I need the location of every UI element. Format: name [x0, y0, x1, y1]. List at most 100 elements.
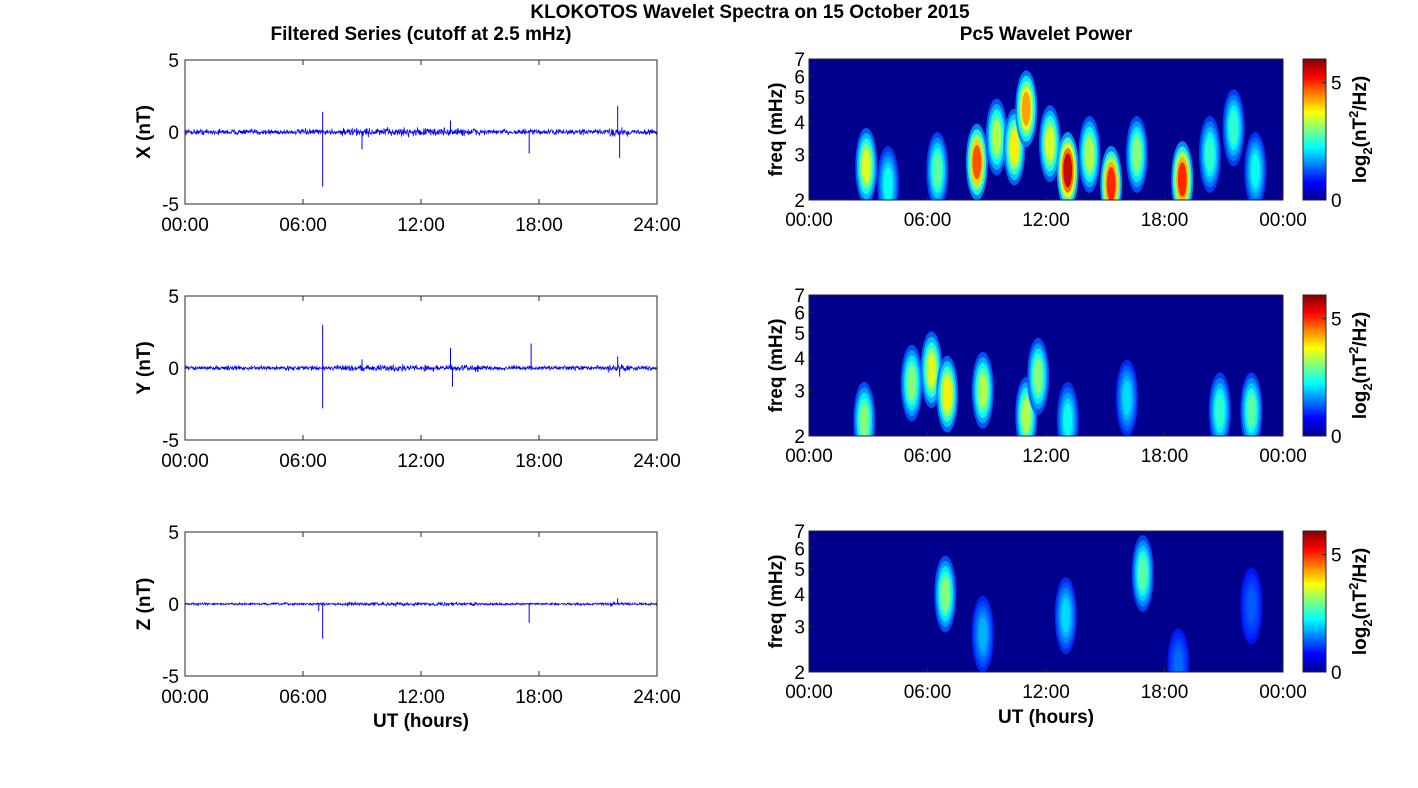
series-trace	[184, 126, 658, 139]
power-blob-14	[1205, 137, 1215, 172]
power-blob-5	[1173, 649, 1183, 672]
power-blob-1	[861, 149, 871, 184]
x-tick-label: 18:00	[1141, 682, 1189, 703]
x-tick-label: 06:00	[279, 215, 327, 236]
power-blob-2	[978, 617, 988, 652]
x-axis-label: UT (hours)	[373, 711, 469, 732]
y-axis-label: freq (mHz)	[766, 555, 787, 649]
y-tick-label: 4	[794, 349, 805, 370]
colorbar-label-part: 2	[1346, 111, 1361, 118]
colorbar-label-part: /Hz)	[1350, 312, 1371, 347]
y-tick-label: 2	[794, 427, 805, 448]
left-column-title: Filtered Series (cutoff at 2.5 mHz)	[271, 24, 572, 45]
power-blob-6	[1021, 398, 1031, 433]
y-tick-label: 0	[168, 123, 179, 144]
colorbar-label-part: log	[1350, 627, 1371, 656]
series-trace	[184, 601, 658, 608]
x-tick-label: 06:00	[904, 210, 952, 231]
y-tick-label: 7	[794, 522, 805, 543]
power-blob-1	[940, 576, 950, 612]
colorbar-tick-label: 0	[1331, 663, 1342, 684]
power-blob-5	[992, 119, 1002, 155]
y-tick-label: 7	[794, 50, 805, 71]
x-tick-label: 12:00	[1022, 682, 1070, 703]
y-tick-label: -5	[162, 667, 179, 688]
y-tick-label: 3	[794, 381, 805, 402]
y-tick-label: 2	[794, 663, 805, 684]
power-blob-8	[1063, 403, 1073, 436]
power-blob-2	[883, 167, 893, 200]
y-tick-label: 6	[794, 303, 805, 324]
colorbar-label-part: 2	[1360, 383, 1375, 390]
power-blob-10	[1085, 137, 1094, 172]
y-tick-label: 7	[794, 286, 805, 307]
x-tick-label: 06:00	[904, 682, 952, 703]
y-tick-label: 3	[794, 145, 805, 166]
x-tick-label: 12:00	[397, 451, 445, 472]
x-tick-label: 18:00	[515, 687, 563, 708]
colorbar-tick-label: 0	[1331, 427, 1342, 448]
y-tick-label: -5	[162, 431, 179, 452]
colorbar-label-part: /Hz)	[1350, 548, 1371, 583]
colorbar-label-part: log	[1350, 155, 1371, 184]
colorbar-label-part: 2	[1346, 583, 1361, 590]
colorbar-gradient	[1302, 294, 1327, 437]
power-blob-12	[1132, 137, 1142, 172]
power-blob-4	[972, 145, 982, 180]
x-tick-label: 12:00	[1022, 446, 1070, 467]
x-tick-label: 18:00	[1141, 446, 1189, 467]
power-blob-11	[1247, 393, 1256, 428]
power-blob-16	[1250, 153, 1260, 188]
series-trace	[184, 363, 658, 373]
x-axis-label: UT (hours)	[998, 707, 1094, 728]
x-tick-label: 00:00	[161, 687, 209, 708]
x-tick-label: 12:00	[397, 687, 445, 708]
right-column-title: Pc5 Wavelet Power	[960, 24, 1133, 45]
power-blob-9	[1122, 381, 1132, 416]
power-blob-1	[859, 403, 869, 436]
colorbar-label-part: (nT	[1350, 118, 1371, 148]
power-blob-15	[1229, 110, 1239, 145]
colorbar-tick-label: 5	[1331, 74, 1342, 95]
power-blob-6	[1010, 130, 1019, 165]
y-tick-label: -5	[162, 195, 179, 216]
y-tick-label: 5	[168, 287, 179, 308]
x-tick-label: 00:00	[161, 215, 209, 236]
x-tick-label: 00:00	[1259, 446, 1307, 467]
y-tick-label: 5	[168, 523, 179, 544]
colorbar-label: log2(nT2/Hz)	[1346, 76, 1375, 183]
colorbar-tick-label: 5	[1331, 546, 1342, 567]
colorbar-label-part: (nT	[1350, 590, 1371, 620]
y-axis-label: freq (mHz)	[766, 319, 787, 413]
y-tick-label: 0	[168, 595, 179, 616]
y-tick-label: 6	[794, 67, 805, 88]
power-blob-3	[1061, 598, 1071, 633]
x-tick-label: 18:00	[1141, 210, 1189, 231]
y-tick-label: 5	[794, 560, 805, 581]
x-tick-label: 00:00	[1259, 210, 1307, 231]
y-tick-label: 5	[794, 324, 805, 345]
x-tick-label: 00:00	[785, 210, 833, 231]
x-tick-label: 00:00	[785, 446, 833, 467]
x-tick-label: 06:00	[279, 687, 327, 708]
colorbar-label-part: (nT	[1350, 354, 1371, 384]
colorbar-gradient	[1302, 58, 1327, 201]
power-blob-4	[942, 377, 952, 412]
colorbar-tick-label: 5	[1331, 310, 1342, 331]
suptitle: KLOKOTOS Wavelet Spectra on 15 October 2…	[530, 2, 970, 23]
power-blob-6	[1247, 588, 1256, 623]
colorbar-label-part: log	[1350, 391, 1371, 420]
x-tick-label: 24:00	[633, 215, 681, 236]
y-tick-label: 2	[794, 191, 805, 212]
y-axis-label: Y (nT)	[134, 341, 155, 394]
y-tick-label: 4	[794, 113, 805, 134]
power-blob-4	[1138, 556, 1148, 591]
power-blob-10	[1215, 393, 1225, 428]
